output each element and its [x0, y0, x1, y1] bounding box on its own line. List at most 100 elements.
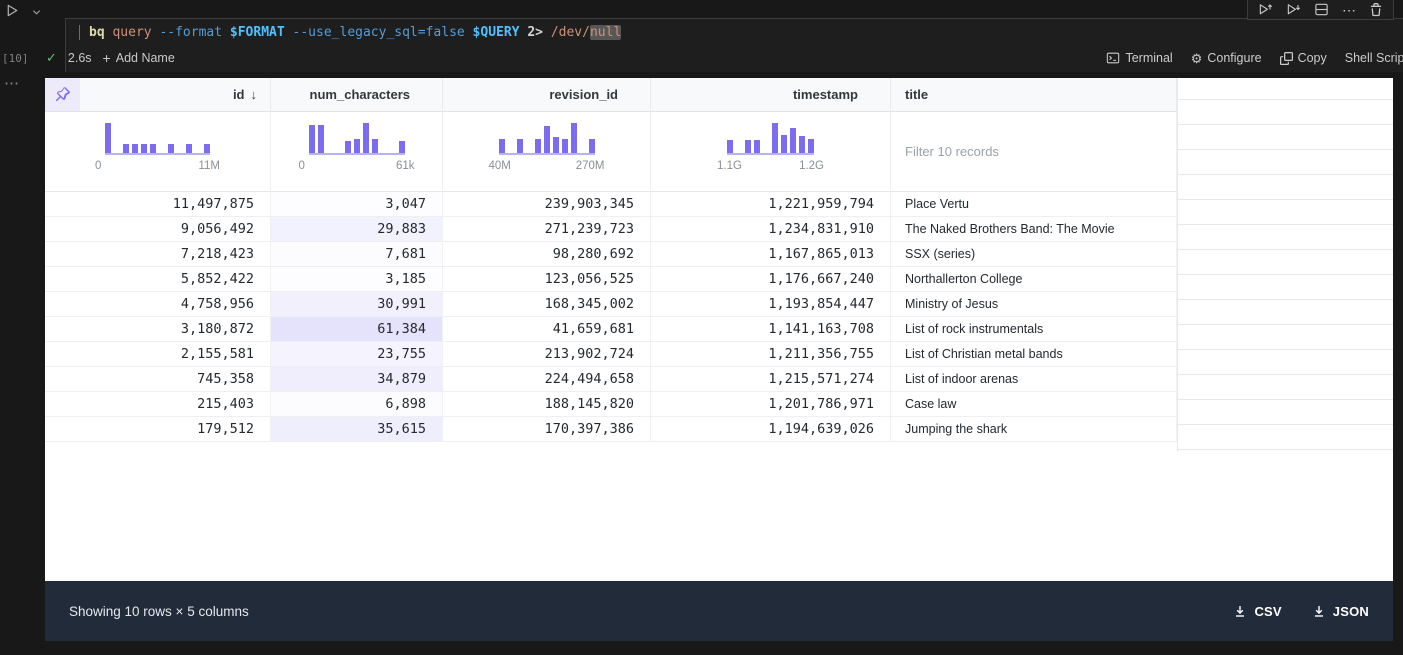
- column-header-id[interactable]: id ↓: [80, 78, 271, 112]
- table-row[interactable]: 9,056,492 29,883 271,239,723 1,234,831,910 T…: [45, 217, 1393, 242]
- title-filter-input[interactable]: Filter 10 records: [891, 112, 1177, 192]
- histogram-bar: [398, 141, 405, 153]
- column-header-timestamp[interactable]: timestamp: [651, 78, 891, 112]
- configure-label: Configure: [1207, 51, 1262, 65]
- histogram-bars: [308, 123, 405, 153]
- configure-button[interactable]: ⚙ Configure: [1191, 51, 1262, 65]
- cell-status-bar: ✓ 2.6s + Add Name Terminal ⚙ Configure C…: [46, 49, 1403, 67]
- histogram-bar: [362, 123, 369, 153]
- table-body: 11,497,875 3,047 239,903,345 1,221,959,794 P…: [45, 192, 1393, 442]
- add-name-button[interactable]: + Add Name: [103, 50, 175, 66]
- column-header-title[interactable]: title: [891, 78, 1177, 112]
- histogram-max-label: 1.2G: [799, 160, 824, 172]
- table-row[interactable]: 179,512 35,615 170,397,386 1,194,639,026 Jum…: [45, 417, 1393, 442]
- cell-timestamp: 1,141,163,708: [651, 317, 891, 342]
- histogram-bar: [561, 139, 568, 153]
- table-row[interactable]: 745,358 34,879 224,494,658 1,215,571,274 Lis…: [45, 367, 1393, 392]
- histogram-range-labels: 40M 270M: [489, 160, 605, 172]
- run-cell-button[interactable]: [5, 3, 20, 18]
- download-icon: [1314, 606, 1323, 617]
- column-header-num_characters[interactable]: num_characters: [271, 78, 443, 112]
- language-label: Shell Script: [1344, 51, 1403, 65]
- code-editor-line[interactable]: bq query --format $FORMAT --use_legacy_s…: [79, 25, 622, 40]
- code-token: 2>: [519, 25, 543, 40]
- copy-button[interactable]: Copy: [1279, 51, 1327, 65]
- download-label: JSON: [1332, 603, 1369, 619]
- results-footer: Showing 10 rows × 5 columns CSV JSON: [45, 581, 1393, 641]
- histogram-bar: [790, 128, 796, 153]
- histogram-bar: [727, 140, 733, 153]
- pin-column-button[interactable]: [45, 78, 80, 112]
- more-actions-button[interactable]: ⋯: [1342, 1, 1356, 18]
- table-row[interactable]: 2,155,581 23,755 213,902,724 1,211,356,755 L…: [45, 342, 1393, 367]
- cell-timestamp: 1,215,571,274: [651, 367, 891, 392]
- add-name-label: Add Name: [115, 51, 175, 65]
- cell-revision_id: 271,239,723: [443, 217, 651, 242]
- status-actions: Terminal ⚙ Configure Copy Shell Script: [1106, 51, 1403, 65]
- copy-label: Copy: [1297, 51, 1327, 65]
- cell-id: 3,180,872: [45, 317, 271, 342]
- histogram-min-label: 1.1G: [717, 160, 742, 172]
- histogram-range-labels: 1.1G 1.2G: [717, 160, 824, 172]
- cell-title: List of Christian metal bands: [891, 342, 1177, 367]
- cell-title: Jumping the shark: [891, 417, 1177, 442]
- run-options-chevron[interactable]: [32, 9, 41, 16]
- cell-num_characters: 3,185: [271, 267, 443, 292]
- code-token: --format: [151, 25, 223, 40]
- delete-cell-icon: [1370, 2, 1382, 16]
- split-cell-button[interactable]: [1314, 2, 1329, 17]
- cell-id: 4,758,956: [45, 292, 271, 317]
- histogram-min-label: 40M: [488, 160, 511, 172]
- status-left: ✓ 2.6s + Add Name: [46, 50, 175, 66]
- table-row[interactable]: 3,180,872 61,384 41,659,681 1,141,163,708 Li…: [45, 317, 1393, 342]
- execute-above-button[interactable]: [1258, 2, 1273, 17]
- cell-more-button[interactable]: ⋯: [4, 75, 20, 92]
- histogram-bar: [371, 139, 378, 153]
- table-row[interactable]: 11,497,875 3,047 239,903,345 1,221,959,794 P…: [45, 192, 1393, 217]
- code-token: query: [104, 25, 152, 40]
- histogram-bar: [344, 141, 351, 153]
- histogram-max-label: 11M: [198, 160, 220, 172]
- table-row[interactable]: 5,852,422 3,185 123,056,525 1,176,667,240 No…: [45, 267, 1393, 292]
- download-json-button[interactable]: JSON: [1312, 604, 1369, 619]
- histogram-bar: [132, 144, 138, 153]
- sort-desc-icon[interactable]: ↓: [250, 87, 258, 102]
- chevron-down-icon: [32, 10, 41, 15]
- column-histogram-timestamp: 1.1G 1.2G: [651, 112, 891, 192]
- table-row[interactable]: 7,218,423 7,681 98,280,692 1,167,865,013 SSX…: [45, 242, 1393, 267]
- histogram-bar: [186, 144, 192, 153]
- column-header-label: title: [905, 87, 929, 102]
- histogram-bar: [543, 126, 550, 153]
- delete-cell-button[interactable]: [1369, 2, 1383, 17]
- cell-id: 11,497,875: [45, 192, 271, 217]
- cell-num_characters: 30,991: [271, 292, 443, 317]
- column-header-revision_id[interactable]: revision_id: [443, 78, 651, 112]
- success-check-icon: ✓: [46, 50, 57, 65]
- cell-title: Ministry of Jesus: [891, 292, 1177, 317]
- download-icon: [1236, 606, 1245, 617]
- histogram-bar: [754, 140, 760, 153]
- cell-timestamp: 1,201,786,971: [651, 392, 891, 417]
- execute-above-icon: [1259, 4, 1273, 15]
- column-header-label: num_characters: [309, 87, 410, 102]
- cell-num_characters: 61,384: [271, 317, 443, 342]
- cell-timestamp: 1,167,865,013: [651, 242, 891, 267]
- cell-timestamp: 1,234,831,910: [651, 217, 891, 242]
- histogram-baseline: [498, 153, 595, 155]
- cell-id: 745,358: [45, 367, 271, 392]
- code-token: $QUERY: [464, 25, 520, 40]
- histogram-bar: [799, 136, 805, 153]
- table-row[interactable]: 4,758,956 30,991 168,345,002 1,193,854,447 M…: [45, 292, 1393, 317]
- table-row[interactable]: 215,403 6,898 188,145,820 1,201,786,971 Case…: [45, 392, 1393, 417]
- copy-icon: [1279, 51, 1293, 65]
- execute-below-button[interactable]: [1286, 2, 1301, 17]
- histogram-bar: [141, 144, 147, 153]
- download-csv-button[interactable]: CSV: [1233, 604, 1282, 619]
- code-token: null: [589, 25, 622, 40]
- cell-num_characters: 29,883: [271, 217, 443, 242]
- code-token: bq: [89, 25, 105, 40]
- terminal-button[interactable]: Terminal: [1106, 51, 1173, 65]
- cell-revision_id: 98,280,692: [443, 242, 651, 267]
- cell-revision_id: 41,659,681: [443, 317, 651, 342]
- cell-language-label[interactable]: Shell Script: [1345, 51, 1403, 65]
